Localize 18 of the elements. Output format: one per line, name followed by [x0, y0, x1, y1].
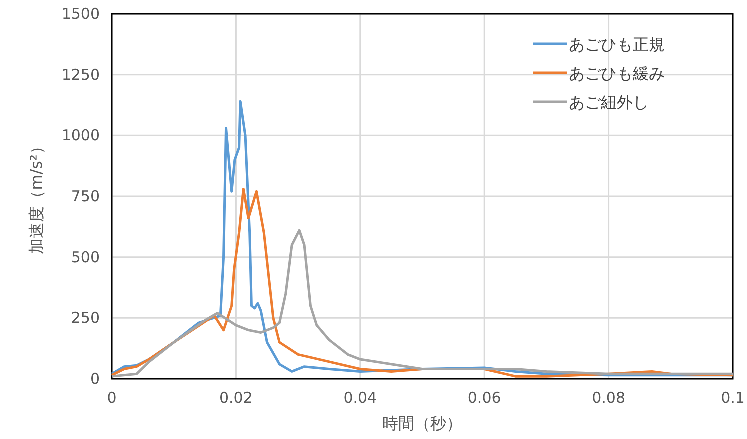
x-axis-title: 時間（秒）: [382, 414, 462, 433]
legend-label: あご紐外し: [569, 93, 649, 112]
x-tick-label: 0.02: [219, 389, 253, 407]
y-tick-label: 0: [90, 370, 100, 388]
x-tick-label: 0.06: [468, 389, 502, 407]
y-tick-label: 1000: [62, 126, 100, 145]
y-axis-title: 加速度（m/s²）: [27, 138, 46, 254]
x-tick-label: 0.1: [721, 389, 745, 407]
y-tick-label: 250: [71, 309, 100, 328]
x-tick-label: 0.04: [344, 389, 378, 407]
legend-label: あごひも正規: [569, 35, 665, 54]
x-tick-label: 0.08: [592, 389, 626, 407]
y-tick-label: 750: [71, 188, 100, 206]
y-tick-label: 1500: [62, 5, 100, 23]
y-tick-label: 1250: [62, 66, 100, 84]
legend-label: あごひも緩み: [569, 64, 665, 83]
y-tick-label: 500: [71, 248, 100, 266]
x-tick-label: 0: [107, 389, 117, 407]
